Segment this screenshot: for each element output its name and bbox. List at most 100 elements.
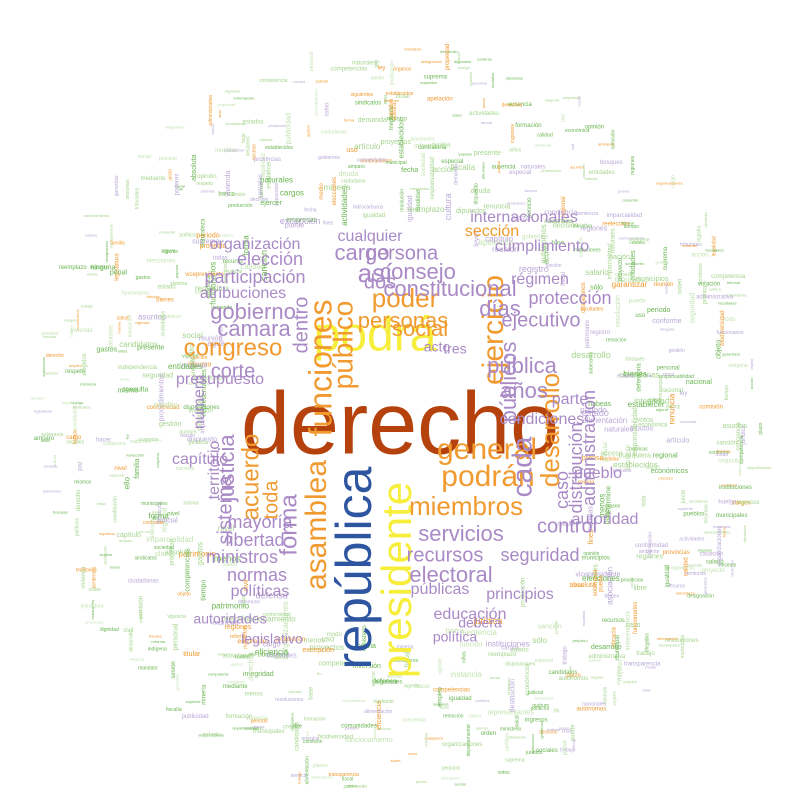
cloud-word-minor: competente xyxy=(319,660,356,667)
cloud-word-minor: reforma xyxy=(423,732,428,747)
cloud-word-minor: suprema xyxy=(505,758,525,764)
cloud-word-minor: autónomos xyxy=(530,734,535,754)
cloud-word-minor: entidades xyxy=(589,170,615,176)
cloud-word-primary: corte xyxy=(211,360,255,382)
cloud-word-minor: pueblos xyxy=(683,511,704,517)
cloud-word-minor: nacional xyxy=(176,466,195,472)
cloud-word-minor: municipales xyxy=(716,513,748,519)
cloud-word-minor: cinco xyxy=(663,372,675,378)
cloud-word-minor: remoción xyxy=(606,338,627,344)
cloud-word-minor: establecer xyxy=(628,400,665,409)
cloud-word-minor: familia xyxy=(110,240,125,246)
cloud-word-minor: ministerio xyxy=(500,727,522,733)
cloud-word-minor: comunidades xyxy=(341,723,377,729)
cloud-word-minor: base xyxy=(551,240,565,246)
cloud-word-minor: sanción xyxy=(259,250,269,281)
cloud-word-minor: planes xyxy=(85,232,97,237)
cloud-word-minor: derechos xyxy=(248,652,255,681)
cloud-word-minor: especial xyxy=(535,658,553,664)
cloud-word-minor: cualquiera xyxy=(619,452,651,459)
cloud-word-minor: defensa xyxy=(274,655,289,660)
cloud-word-primary: tres xyxy=(443,341,466,357)
cloud-word-minor: derechos xyxy=(502,102,523,108)
cloud-word-minor: siguientes xyxy=(375,680,402,686)
cloud-word-minor: nación xyxy=(62,400,74,405)
cloud-word-minor: biodiversidad xyxy=(318,735,353,741)
cloud-word-minor: actos xyxy=(241,594,247,606)
cloud-word-minor: órganos xyxy=(698,548,712,553)
cloud-word-minor: jurisdicción xyxy=(194,375,225,381)
cloud-word-minor: salvo xyxy=(452,113,462,118)
cloud-word-minor: crédito xyxy=(154,400,179,409)
cloud-word-minor: eficiencia xyxy=(509,735,526,740)
cloud-word-minor: competente xyxy=(208,671,230,676)
cloud-word-primary: acuerdo xyxy=(237,434,264,521)
cloud-word-minor: proyecto xyxy=(702,568,726,574)
cloud-word-minor: bosques xyxy=(53,510,68,515)
cloud-word-minor: propiedad xyxy=(445,44,451,71)
cloud-word-primary: legislativo xyxy=(241,631,303,647)
cloud-word-minor: bajo xyxy=(241,133,247,143)
cloud-word-minor: organizaciones xyxy=(442,742,482,748)
cloud-word-minor: judicial xyxy=(546,727,559,732)
cloud-word-minor: cargos xyxy=(64,317,76,322)
cloud-word-minor: producción xyxy=(390,61,396,86)
cloud-word-minor: organizaciones xyxy=(281,601,290,655)
cloud-word-minor: reelección xyxy=(157,501,163,524)
cloud-word-minor: proyectos xyxy=(309,643,344,652)
cloud-word-minor: naturaleza xyxy=(201,218,207,247)
cloud-word-minor: modo xyxy=(327,632,343,638)
cloud-word-minor: crédito xyxy=(283,725,302,731)
cloud-word-minor: votación xyxy=(581,163,586,178)
cloud-word-minor: periodo xyxy=(554,620,559,634)
cloud-word-minor: actos xyxy=(646,465,660,471)
cloud-word-minor: casación xyxy=(622,197,638,202)
cloud-word-minor: nivel xyxy=(114,466,126,472)
cloud-word-minor: ausencia xyxy=(491,164,516,170)
cloud-word-minor: políticos xyxy=(531,706,550,712)
cloud-word-minor: dignidad xyxy=(100,627,119,633)
cloud-word-minor: senadores xyxy=(625,261,644,266)
cloud-word-minor: hacer xyxy=(415,684,430,690)
cloud-word-minor: representantes xyxy=(704,529,731,534)
cloud-word-minor: ciudadanas xyxy=(619,370,660,379)
cloud-word-minor: servicio xyxy=(291,773,308,779)
cloud-word-minor: resolución xyxy=(400,189,406,212)
cloud-word-minor: presente xyxy=(159,230,175,235)
cloud-word-minor: control xyxy=(234,655,249,661)
cloud-word-minor: objeto xyxy=(716,340,723,359)
cloud-word-primary: ejercicio xyxy=(477,275,510,385)
cloud-word-minor: demanda xyxy=(454,164,460,185)
cloud-word-minor: determine xyxy=(605,486,612,517)
cloud-word-minor: regional xyxy=(182,363,207,370)
cloud-word-minor: garantías xyxy=(114,175,120,196)
cloud-word-minor: decisión xyxy=(250,197,269,203)
cloud-word-primary: caso xyxy=(552,471,572,509)
cloud-word-minor: social xyxy=(175,183,185,188)
cloud-word-primary: educación xyxy=(434,606,507,623)
cloud-word-minor: alguna xyxy=(656,407,669,412)
cloud-word-minor: seguridad xyxy=(690,293,697,324)
cloud-word-minor: estados xyxy=(242,120,263,126)
cloud-word-minor: recurso xyxy=(378,726,392,731)
cloud-word-minor: nacional xyxy=(686,379,713,386)
cloud-word-minor: provincias xyxy=(85,619,103,624)
cloud-word-minor: misma xyxy=(184,501,199,507)
cloud-word-minor: funcionarios xyxy=(717,330,744,336)
cloud-word-minor: mismo xyxy=(118,387,139,394)
cloud-word-minor: artículo xyxy=(666,437,689,444)
cloud-word-minor: opinión xyxy=(583,551,599,557)
cloud-word-minor: recursos xyxy=(472,80,487,85)
cloud-word-minor: casación xyxy=(579,237,585,257)
cloud-word-minor: recursos xyxy=(387,673,402,678)
cloud-word-minor: sobre xyxy=(88,587,101,593)
cloud-word-minor: competencias xyxy=(184,548,191,592)
cloud-word-minor: ejercer xyxy=(260,200,282,207)
cloud-word-minor: conforme xyxy=(709,450,730,456)
cloud-word-minor: conciencia xyxy=(544,209,577,216)
cloud-word-minor: eficiencia xyxy=(376,701,383,730)
cloud-word-minor: minería xyxy=(324,183,351,192)
cloud-word-minor: ejercer xyxy=(231,661,244,666)
cloud-word-minor: mediante xyxy=(389,105,395,130)
cloud-word-minor: conciencia xyxy=(736,422,742,451)
